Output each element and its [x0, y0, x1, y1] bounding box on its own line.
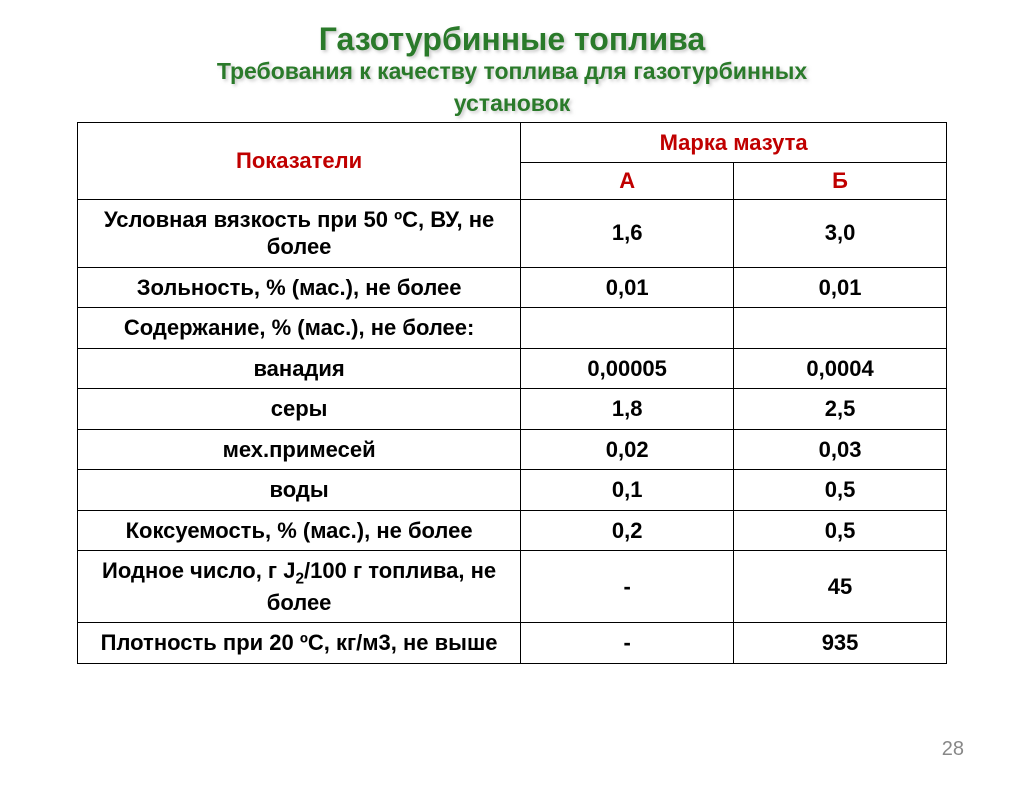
header-col-b: Б	[734, 163, 947, 200]
row-value-a: -	[521, 623, 734, 664]
row-label: мех.примесей	[78, 429, 521, 470]
table-row: воды0,10,5	[78, 470, 947, 511]
row-value-a: 1,6	[521, 199, 734, 267]
header-col-a: А	[521, 163, 734, 200]
title-sub-1: Требования к качеству топлива для газоту…	[0, 58, 1024, 86]
row-value-b	[734, 308, 947, 349]
table-row: ванадия0,000050,0004	[78, 348, 947, 389]
row-value-b: 0,5	[734, 510, 947, 551]
row-value-b: 0,0004	[734, 348, 947, 389]
row-value-a: -	[521, 551, 734, 623]
table-row: Содержание, % (мас.), не более:	[78, 308, 947, 349]
row-label: Иодное число, г J2/100 г топлива, не бол…	[78, 551, 521, 623]
table-row: серы1,82,5	[78, 389, 947, 430]
row-value-b: 2,5	[734, 389, 947, 430]
table-row: Зольность, % (мас.), не более0,010,01	[78, 267, 947, 308]
row-label: Плотность при 20 ºС, кг/м3, не выше	[78, 623, 521, 664]
table-row: мех.примесей0,020,03	[78, 429, 947, 470]
row-value-a: 0,1	[521, 470, 734, 511]
row-value-b: 0,5	[734, 470, 947, 511]
row-label: Содержание, % (мас.), не более:	[78, 308, 521, 349]
row-value-b: 935	[734, 623, 947, 664]
row-value-a: 0,2	[521, 510, 734, 551]
header-brand: Марка мазута	[521, 122, 947, 163]
row-value-a: 0,01	[521, 267, 734, 308]
row-value-b: 45	[734, 551, 947, 623]
row-label: серы	[78, 389, 521, 430]
row-label: ванадия	[78, 348, 521, 389]
row-value-b: 0,03	[734, 429, 947, 470]
title-sub-2: установок	[0, 90, 1024, 118]
table-row: Коксуемость, % (мас.), не более0,20,5	[78, 510, 947, 551]
row-label: Коксуемость, % (мас.), не более	[78, 510, 521, 551]
header-indicator: Показатели	[78, 122, 521, 199]
table-header-row-1: Показатели Марка мазута	[78, 122, 947, 163]
row-value-a: 1,8	[521, 389, 734, 430]
page-number: 28	[942, 738, 964, 761]
row-label: Условная вязкость при 50 ºС, ВУ, не боле…	[78, 199, 521, 267]
table-row: Условная вязкость при 50 ºС, ВУ, не боле…	[78, 199, 947, 267]
title-main: Газотурбинные топлива	[0, 20, 1024, 58]
row-value-a: 0,00005	[521, 348, 734, 389]
row-value-a: 0,02	[521, 429, 734, 470]
row-value-b: 0,01	[734, 267, 947, 308]
table-row: Иодное число, г J2/100 г топлива, не бол…	[78, 551, 947, 623]
row-label: воды	[78, 470, 521, 511]
row-value-b: 3,0	[734, 199, 947, 267]
table-container: Показатели Марка мазута А Б Условная вяз…	[77, 122, 947, 664]
table-row: Плотность при 20 ºС, кг/м3, не выше-935	[78, 623, 947, 664]
data-table: Показатели Марка мазута А Б Условная вяз…	[77, 122, 947, 664]
row-label: Зольность, % (мас.), не более	[78, 267, 521, 308]
row-value-a	[521, 308, 734, 349]
